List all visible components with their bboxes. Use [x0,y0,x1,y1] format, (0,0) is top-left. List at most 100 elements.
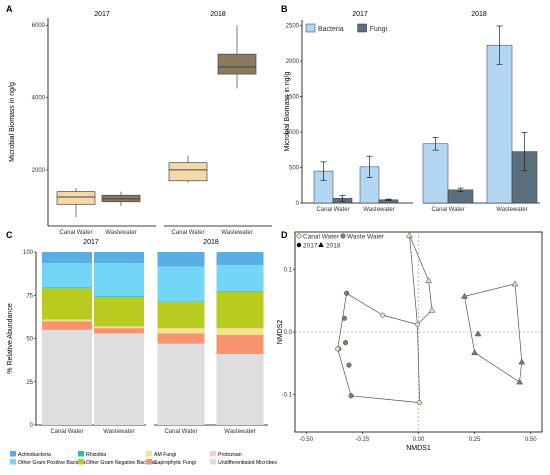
facet-title: 2018 [210,11,226,18]
data-point [406,231,413,238]
stack-segment [94,326,144,329]
legend-label: Rhizobia [86,452,106,458]
stack-segment [157,252,205,267]
x-tick-label: Canal Water [59,230,92,236]
legend-swatch [296,242,302,248]
data-point [342,340,349,346]
x-tick-label: Canal Water [164,429,197,435]
data-point [518,358,526,365]
y-tick-label: 0 [30,423,34,429]
stack-segment [216,335,264,355]
x-tick-label: -0.25 [356,437,370,443]
panel-label-a: A [6,4,13,14]
legend-swatch [340,233,346,239]
y-tick-label: 75 [26,293,33,299]
x-tick-label: -0.50 [299,437,313,443]
legend-swatch [146,459,152,465]
stack-segment [216,354,264,425]
stack-segment [157,266,205,302]
y-tick-label: 50 [26,337,33,343]
data-point [516,378,523,385]
legend-swatch [78,459,84,465]
y-axis-title: NMDS2 [277,320,284,345]
stack-segment [216,264,264,291]
box-body [217,53,257,75]
facet-title: 2017 [94,11,110,18]
stack-segment [42,319,92,322]
bar-bacteria [486,44,513,204]
panel-label-c: C [6,230,13,240]
data-point [428,306,436,313]
legend-label: Bacteria [318,26,344,33]
data-point [380,312,386,318]
facet-title: 2017 [83,239,99,246]
stack-segment [157,343,205,425]
legend-swatch [10,451,16,457]
legend-label: 2018 [326,243,341,250]
x-tick-label: Wastewater [103,429,134,435]
x-tick-label: Wastewater [105,230,136,236]
y-tick-label: 4000 [32,96,46,102]
stack-segment [94,296,144,297]
y-tick-label: -0.1 [282,393,293,399]
panel-a-boxplot: 2000 4000 6000 Microbial Biomass in ng/g 201… [9,11,272,236]
stack-segment [216,290,264,292]
data-point [417,400,423,406]
x-tick-label: 0.50 [525,437,537,443]
legend-swatch [296,233,302,239]
stack-segment [157,301,205,303]
panel-c-stacked-barchart: 0 25 50 75 100 % Relative Abundance 2017 2018 Ca… [7,239,277,466]
legend-label: Actinobacteria [18,452,51,458]
y-tick-label: 6000 [32,23,46,29]
stack-segment [94,328,144,334]
x-axis-title: NMDS1 [406,445,431,452]
panel-d-nmds-scatter: -0.50 -0.25 0.00 0.25 0.50 -0.1 0.0 0.1 NMDS1 NMD… [277,231,543,452]
legend-label: Waste Water [347,234,385,241]
x-tick-label: Wastewater [221,230,252,236]
legend-swatch [210,459,216,465]
stack-segment [94,296,144,327]
stack-segment [216,252,264,265]
y-tick-label: 2000 [286,59,300,65]
legend-swatch [357,23,367,33]
data-point [341,315,347,321]
data-point [344,290,350,296]
panel-label-d: D [281,230,288,240]
stack-segment [42,329,92,425]
data-point [346,362,352,368]
x-tick-label: Wastewater [224,429,255,435]
x-tick-label: 0.25 [469,437,481,443]
panel-label-b: B [281,4,288,14]
x-tick-label: 0.00 [413,437,425,443]
data-point [474,330,482,337]
data-point [471,349,479,355]
legend-swatch [10,459,16,465]
y-tick-label: 0.1 [284,268,293,274]
legend-label: Canal Water [303,234,340,241]
y-tick-label: 2000 [32,168,46,174]
stack-segment [42,263,92,288]
stack-segment [94,252,144,264]
data-point [461,292,468,299]
legend-swatch [210,451,216,457]
stack-segment [216,291,264,329]
stack-segment [157,333,205,344]
stack-segment [157,328,205,334]
data-point [425,277,433,284]
x-tick-label: Canal Water [50,429,83,435]
x-tick-label: Wastewater [363,207,394,213]
bar-bacteria [422,143,449,204]
y-axis-title: Microbial Biomass in ng/g [9,82,16,162]
y-tick-label: 500 [289,166,300,172]
stack-segment [42,288,92,320]
legend-swatch [318,242,324,247]
stack-segment [94,333,144,425]
facet-title: 2018 [471,11,487,18]
x-tick-label: Canal Water [316,207,349,213]
y-tick-label: 25 [26,380,33,386]
y-tick-label: 100 [23,250,34,256]
legend-label: 2017 [303,243,318,250]
stack-segment [157,302,205,329]
legend-swatch [305,23,316,33]
y-tick-label: 2500 [286,24,300,30]
